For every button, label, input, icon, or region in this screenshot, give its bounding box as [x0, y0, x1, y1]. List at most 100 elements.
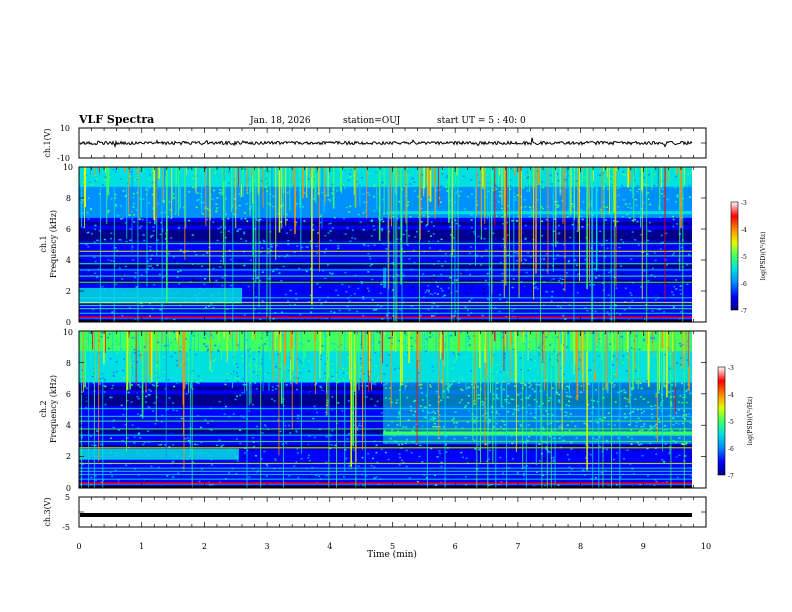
- speckle: [534, 360, 537, 362]
- speckle: [452, 237, 455, 239]
- speckle: [486, 271, 489, 273]
- speckle: [542, 300, 544, 302]
- sferic: [81, 167, 83, 228]
- speckle: [417, 216, 420, 218]
- speckle: [239, 429, 241, 431]
- sferic: [683, 167, 685, 186]
- speckle: [620, 481, 623, 483]
- sferic-full: [387, 167, 389, 322]
- speckle: [628, 306, 631, 309]
- speckle: [522, 232, 525, 234]
- speckle: [428, 247, 431, 249]
- speckle: [115, 204, 118, 206]
- narrowband-line: [79, 263, 692, 265]
- speckle: [625, 269, 628, 272]
- narrowband-line: [79, 297, 692, 299]
- speckle: [302, 308, 305, 311]
- speckle: [495, 215, 498, 217]
- speckle: [261, 299, 264, 302]
- sferic: [206, 167, 208, 179]
- speckle: [236, 309, 239, 311]
- speckle: [542, 196, 544, 199]
- speckle: [571, 203, 574, 205]
- speckle: [108, 176, 111, 178]
- speckle: [378, 342, 381, 344]
- speckle: [239, 259, 242, 262]
- speckle: [461, 456, 464, 459]
- speckle: [116, 258, 119, 261]
- speckle: [307, 457, 310, 459]
- speckle: [630, 469, 633, 472]
- speckle: [367, 253, 370, 255]
- speckle: [209, 367, 212, 369]
- speckle: [647, 198, 650, 200]
- speckle: [556, 241, 559, 243]
- speckle: [97, 253, 100, 256]
- freq-band: [79, 318, 692, 322]
- sferic: [676, 167, 679, 174]
- speckle: [134, 468, 137, 470]
- speckle: [594, 310, 597, 313]
- speckle: [304, 285, 307, 287]
- speckle: [285, 213, 288, 216]
- sferic: [635, 167, 637, 176]
- speckle: [217, 376, 220, 378]
- speckle: [349, 240, 352, 242]
- speckle: [83, 444, 86, 447]
- speckle: [177, 472, 180, 474]
- speckle: [162, 201, 165, 203]
- speckle: [194, 225, 197, 227]
- speckle: [475, 343, 477, 345]
- speckle: [477, 235, 480, 238]
- speckle: [137, 277, 140, 279]
- speckle: [546, 186, 548, 189]
- speckle: [626, 354, 629, 356]
- speckle: [449, 334, 452, 337]
- speckle: [606, 311, 609, 313]
- speckle: [540, 239, 543, 241]
- speckle: [263, 460, 266, 463]
- sferic: [486, 167, 488, 220]
- speckle: [605, 239, 608, 242]
- speckle: [150, 236, 152, 238]
- speckle: [197, 249, 200, 252]
- speckle: [192, 278, 195, 280]
- speckle: [516, 220, 518, 222]
- speckle: [359, 248, 362, 251]
- speckle: [683, 263, 686, 266]
- speckle: [526, 267, 529, 270]
- speckle: [627, 267, 630, 270]
- speckle: [149, 169, 152, 171]
- speckle: [186, 437, 189, 439]
- freq-band: [79, 302, 692, 307]
- speckle: [326, 357, 329, 360]
- speckle: [110, 260, 113, 262]
- speckle: [166, 351, 169, 354]
- speckle: [95, 178, 98, 181]
- sferic: [323, 167, 325, 213]
- speckle: [364, 205, 367, 208]
- speckle: [672, 374, 675, 376]
- speckle: [533, 315, 536, 317]
- speckle: [160, 221, 162, 224]
- speckle: [467, 188, 470, 191]
- speckle: [551, 290, 554, 293]
- speckle: [86, 315, 89, 318]
- speckle: [513, 277, 516, 279]
- speckle: [212, 352, 215, 354]
- speckle: [517, 306, 519, 309]
- speckle: [418, 455, 421, 458]
- speckle: [295, 381, 298, 384]
- speckle: [631, 288, 634, 290]
- speckle: [528, 215, 531, 218]
- speckle: [141, 239, 144, 241]
- sferic: [311, 167, 313, 305]
- sferic: [158, 167, 161, 179]
- speckle: [322, 270, 325, 272]
- speckle: [649, 264, 652, 266]
- freq-band: [79, 346, 692, 352]
- speckle: [548, 294, 551, 296]
- ch1-spec-ylabel-line1: ch.1: [39, 235, 48, 252]
- speckle: [109, 471, 112, 474]
- speckle: [363, 201, 366, 204]
